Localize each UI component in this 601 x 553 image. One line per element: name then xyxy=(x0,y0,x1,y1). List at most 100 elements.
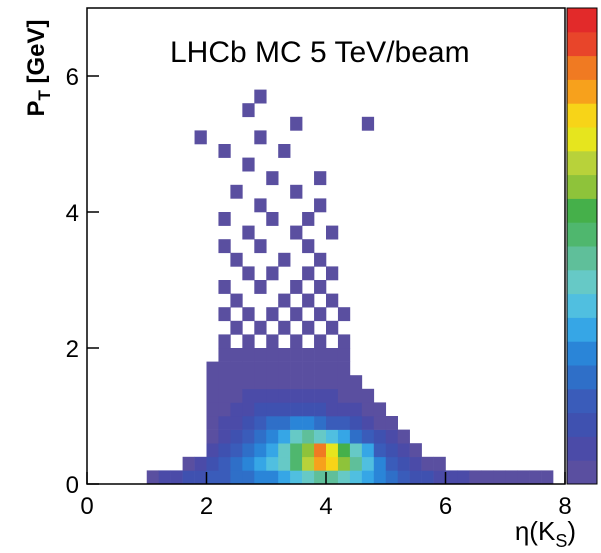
heatmap-cell xyxy=(302,320,315,335)
heatmap-cell xyxy=(218,307,231,322)
heatmap-cell xyxy=(302,388,315,403)
heatmap-cell xyxy=(218,361,231,376)
heatmap-cell xyxy=(242,225,255,240)
heatmap-cell xyxy=(302,443,315,458)
heatmap-cell xyxy=(361,388,375,403)
heatmap-cell xyxy=(266,171,279,186)
heatmap-cell xyxy=(397,429,410,444)
heatmap-cell xyxy=(218,470,231,485)
heatmap-cell xyxy=(302,416,315,430)
heatmap-cell xyxy=(242,307,255,322)
heatmap-cell xyxy=(266,388,279,403)
heatmap-cell xyxy=(290,184,303,199)
heatmap-cell xyxy=(278,416,291,430)
heatmap-cell xyxy=(373,429,387,444)
heatmap-cell xyxy=(266,307,279,322)
heatmap-cell xyxy=(314,429,327,444)
heatmap-cell xyxy=(254,470,267,485)
heatmap-cell xyxy=(326,293,339,308)
heatmap-cell xyxy=(361,416,375,430)
heatmap-cell xyxy=(170,470,183,485)
heatmap-cell xyxy=(254,375,267,390)
color-bar-band xyxy=(567,412,597,437)
heatmap-cell xyxy=(337,443,351,458)
heatmap-cell xyxy=(290,429,303,444)
heatmap-cell xyxy=(230,470,243,485)
heatmap-cell xyxy=(254,130,267,145)
heatmap-cell xyxy=(278,388,291,403)
heatmap-cell xyxy=(349,402,363,417)
color-bar-band xyxy=(567,174,597,199)
color-bar-band xyxy=(567,55,597,80)
color-bar xyxy=(567,8,597,485)
heatmap-cell xyxy=(349,456,363,471)
heatmap-cell xyxy=(290,416,303,430)
heatmap-cell xyxy=(254,239,267,254)
heatmap-cell xyxy=(290,116,303,131)
heatmap-cell xyxy=(385,416,398,430)
y-tick-label: 4 xyxy=(66,200,79,227)
heatmap-cell xyxy=(302,361,315,376)
heatmap-cell xyxy=(326,443,339,458)
heatmap-cell xyxy=(349,443,363,458)
heatmap-cell xyxy=(218,456,231,471)
heatmap-cell xyxy=(326,388,339,403)
heatmap-cell xyxy=(266,212,279,226)
heatmap-cell xyxy=(266,375,279,390)
y-tick-label: 0 xyxy=(66,472,79,499)
heatmap-cell xyxy=(218,443,231,458)
heatmap-cell xyxy=(314,443,327,458)
heatmap-cell xyxy=(278,402,291,417)
heatmap-cell xyxy=(146,470,159,485)
heatmap-cell xyxy=(314,280,327,294)
heatmap-cell xyxy=(397,443,410,458)
heatmap-cell xyxy=(326,470,339,485)
heatmap-cell xyxy=(314,198,327,213)
heatmap-cell xyxy=(349,470,363,485)
heatmap-cell xyxy=(230,402,243,417)
color-bar-frame xyxy=(566,7,598,485)
heatmap-cell xyxy=(254,416,267,430)
heatmap-cell xyxy=(254,443,267,458)
heatmap-cell xyxy=(302,429,315,444)
heatmap-cell xyxy=(314,334,327,349)
chart-title: LHCb MC 5 TeV/beam xyxy=(170,36,470,69)
heatmap-cell xyxy=(493,470,506,485)
heatmap-cell xyxy=(194,456,207,471)
heatmap-cell xyxy=(242,429,255,444)
heatmap-cell xyxy=(314,252,327,267)
heatmap-cell xyxy=(206,429,219,444)
heatmap-cell xyxy=(314,470,327,485)
y-tick-label: 6 xyxy=(66,64,79,91)
heatmap-cell xyxy=(326,348,339,362)
heatmap-cell xyxy=(361,470,375,485)
heatmap-cell xyxy=(254,348,267,362)
x-tick-label: 8 xyxy=(558,493,571,520)
heatmap-cell xyxy=(302,456,315,471)
heatmap-cell xyxy=(206,416,219,430)
heatmap-cell xyxy=(206,361,219,376)
heatmap-cell xyxy=(218,280,231,294)
heatmap-cell xyxy=(254,280,267,294)
heatmap-cell xyxy=(242,361,255,376)
heatmap-cell xyxy=(206,388,219,403)
heatmap-cell xyxy=(218,239,231,254)
heatmap-cell xyxy=(314,388,327,403)
heatmap-cell xyxy=(266,266,279,281)
heatmap-cell xyxy=(254,388,267,403)
heatmap-cell xyxy=(302,266,315,281)
heatmap-cell xyxy=(206,470,219,485)
heatmap-cell xyxy=(278,456,291,471)
heatmap-cell xyxy=(361,443,375,458)
heatmap-cell xyxy=(349,375,363,390)
heatmap-cell xyxy=(541,470,554,485)
heatmap-cell xyxy=(242,157,255,172)
heatmap-cell xyxy=(206,402,219,417)
heatmap-cell xyxy=(373,443,387,458)
heatmap-cell xyxy=(266,334,279,349)
heatmap-cell xyxy=(218,212,231,226)
heatmap-cell xyxy=(349,388,363,403)
heatmap-cell xyxy=(194,130,207,145)
heatmap-cell xyxy=(254,402,267,417)
